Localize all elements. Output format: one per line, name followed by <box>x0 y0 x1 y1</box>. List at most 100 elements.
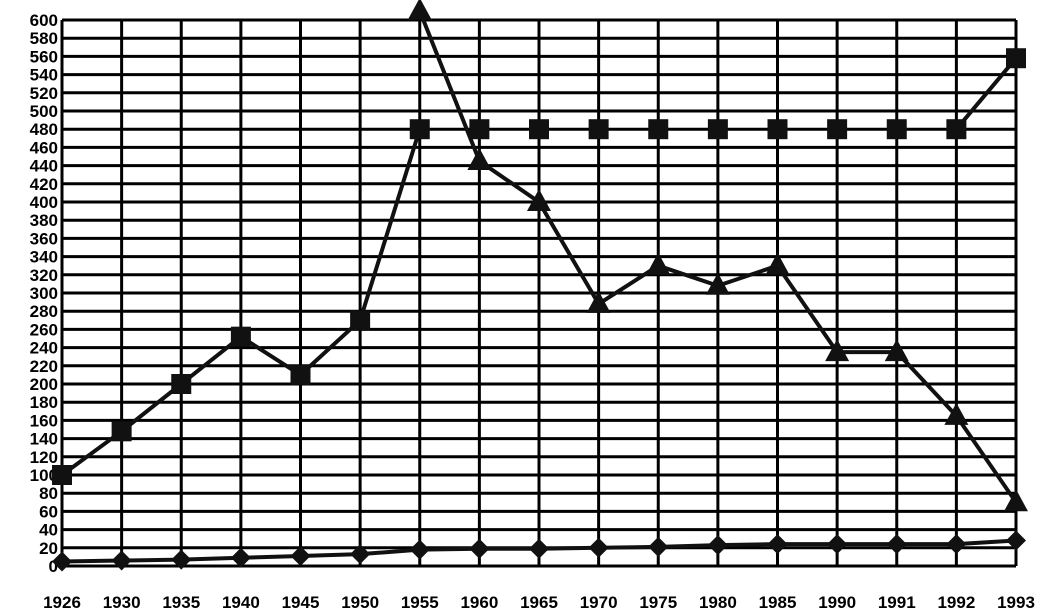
series-0-square-point-1990 <box>827 119 848 140</box>
x-tick-label-1993: 1993 <box>997 593 1035 612</box>
series-0-square-point-1965 <box>529 119 549 140</box>
series-2-diamond-point-1990 <box>827 534 848 555</box>
x-tick-label-1992: 1992 <box>937 593 975 612</box>
series-2-diamond-point-1945 <box>290 545 311 566</box>
series-1-triangle-point-1960 <box>467 148 492 171</box>
series-0-square-point-1975 <box>648 119 669 140</box>
y-tick-label-280: 280 <box>30 302 58 321</box>
y-tick-label-480: 480 <box>30 120 58 139</box>
series-2-diamond-point-1960 <box>469 538 490 559</box>
series-0-square-point-1985 <box>767 119 788 140</box>
series-0-square-point-1955 <box>409 119 430 140</box>
y-tick-label-40: 40 <box>39 521 58 540</box>
series-2-diamond-point-1991 <box>886 534 907 555</box>
y-tick-label-340: 340 <box>30 248 58 267</box>
series-0-square-point-1992 <box>946 119 967 140</box>
y-tick-label-220: 220 <box>30 357 58 376</box>
series-0-square-point-1935 <box>171 374 192 394</box>
series-2-diamond-point-1975 <box>648 536 669 557</box>
series-1-triangle-point-1970 <box>586 290 611 313</box>
x-axis-ticks: 1926 1930 1935 1940 1945 1950 1955 1960 1965 1970… <box>43 593 1035 612</box>
y-tick-label-420: 420 <box>30 175 58 194</box>
x-tick-label-1940: 1940 <box>222 593 260 612</box>
y-tick-label-360: 360 <box>30 229 58 248</box>
y-tick-label-380: 380 <box>30 211 58 230</box>
series-1-triangle-point-1985 <box>765 252 790 275</box>
x-tick-label-1991: 1991 <box>878 593 916 612</box>
y-tick-label-140: 140 <box>30 430 58 449</box>
series-0-square-point-1960 <box>469 119 490 140</box>
y-tick-label-300: 300 <box>30 284 58 303</box>
series-2-diamond-point-1926 <box>52 551 72 572</box>
y-tick-label-440: 440 <box>30 157 58 176</box>
y-tick-label-240: 240 <box>30 339 58 358</box>
x-tick-label-1990: 1990 <box>818 593 856 612</box>
series-1-triangle-point-1991 <box>884 339 909 362</box>
series-0-square-point-1980 <box>707 119 728 140</box>
series-1-triangle-point-1993 <box>1004 489 1028 512</box>
series-0-square-point-1950 <box>350 310 371 331</box>
y-tick-label-400: 400 <box>30 193 58 212</box>
series-1-triangle-point-1975 <box>646 252 671 275</box>
y-axis-ticks: 0204060801001201401601802002202402602803… <box>30 11 58 576</box>
y-tick-label-500: 500 <box>30 102 58 121</box>
x-tick-label-1926: 1926 <box>43 593 81 612</box>
series-2-diamond-point-1993 <box>1006 530 1026 551</box>
series-1-triangle-point-1992 <box>944 402 969 425</box>
y-tick-label-100: 100 <box>30 466 58 485</box>
y-tick-label-60: 60 <box>39 502 58 521</box>
series-0-square-point-1930 <box>111 421 132 442</box>
grid <box>60 18 1018 568</box>
series-0-square-point-1993 <box>1006 48 1026 69</box>
y-tick-label-160: 160 <box>30 411 58 430</box>
y-tick-label-540: 540 <box>30 66 58 85</box>
series-2-diamond-point-1935 <box>171 549 192 570</box>
series-1-triangle-point-1990 <box>825 339 850 362</box>
series-0-square-point-1991 <box>886 119 907 140</box>
y-tick-label-320: 320 <box>30 266 58 285</box>
series-2-diamond-point-1950 <box>350 544 371 565</box>
y-tick-label-80: 80 <box>39 484 58 503</box>
series-0-square-point-1926 <box>52 465 72 485</box>
y-tick-label-460: 460 <box>30 138 58 157</box>
y-tick-label-120: 120 <box>30 448 58 467</box>
series-2-diamond-point-1955 <box>409 539 430 560</box>
x-tick-label-1975: 1975 <box>639 593 677 612</box>
x-tick-label-1960: 1960 <box>460 593 498 612</box>
x-tick-label-1930: 1930 <box>103 593 141 612</box>
x-tick-label-1970: 1970 <box>580 593 618 612</box>
y-tick-label-520: 520 <box>30 84 58 103</box>
y-tick-label-180: 180 <box>30 393 58 412</box>
y-tick-label-560: 560 <box>30 47 58 66</box>
series-0-square-point-1945 <box>290 364 311 385</box>
series-0-square-point-1940 <box>230 326 251 347</box>
x-tick-label-1950: 1950 <box>341 593 379 612</box>
y-tick-label-0: 0 <box>49 557 58 576</box>
series-1-triangle-point-1980 <box>705 272 730 295</box>
x-tick-label-1935: 1935 <box>162 593 200 612</box>
x-tick-label-1965: 1965 <box>520 593 558 612</box>
x-tick-label-1955: 1955 <box>401 593 439 612</box>
y-tick-label-600: 600 <box>30 11 58 30</box>
series-0-square-point-1970 <box>588 119 609 140</box>
series-2-diamond-point-1970 <box>588 537 609 558</box>
series-2-diamond-point-1930 <box>111 550 132 571</box>
series-2-diamond-point-1985 <box>767 534 788 555</box>
y-tick-label-200: 200 <box>30 375 58 394</box>
y-tick-label-20: 20 <box>39 539 58 558</box>
series-2-diamond-point-1992 <box>946 534 967 555</box>
series-markers <box>52 0 1028 572</box>
series-1-triangle-point-1955 <box>407 0 432 20</box>
series-2-diamond-point-1965 <box>529 538 549 559</box>
series-2-diamond-point-1980 <box>707 535 728 556</box>
x-tick-label-1945: 1945 <box>282 593 320 612</box>
series-2-diamond-point-1940 <box>230 547 251 568</box>
x-tick-label-1985: 1985 <box>759 593 797 612</box>
x-tick-label-1980: 1980 <box>699 593 737 612</box>
series-1-triangle-point-1965 <box>527 189 551 211</box>
y-tick-label-580: 580 <box>30 29 58 48</box>
y-tick-label-260: 260 <box>30 320 58 339</box>
series-0-line-segment-1 <box>954 56 1018 131</box>
